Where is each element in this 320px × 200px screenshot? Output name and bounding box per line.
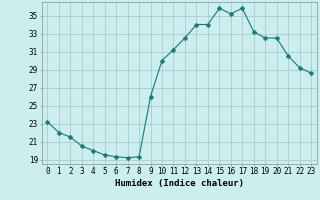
X-axis label: Humidex (Indice chaleur): Humidex (Indice chaleur) (115, 179, 244, 188)
